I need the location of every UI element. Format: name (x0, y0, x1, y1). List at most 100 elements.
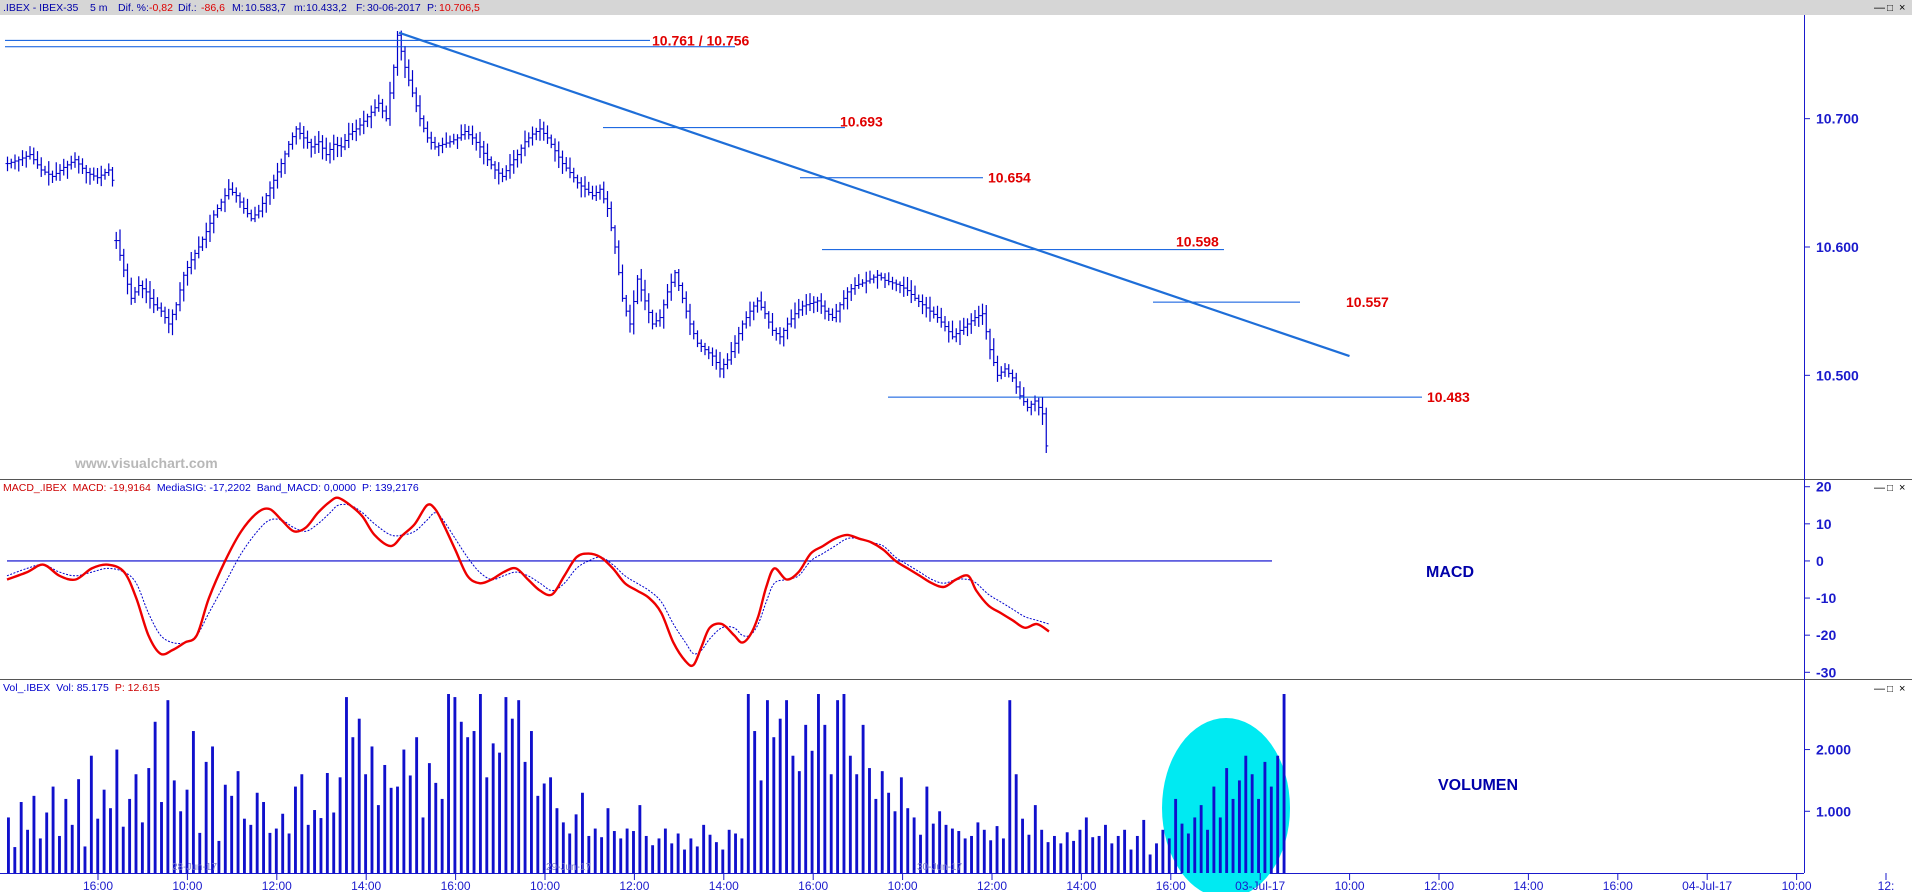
volume-bar (995, 826, 999, 873)
volume-bar (1186, 833, 1190, 873)
x-axis-label: 14:00 (351, 879, 381, 892)
x-axis-label: 10:00 (1335, 879, 1365, 892)
volume-bar (179, 811, 183, 873)
volume-bar (829, 774, 833, 873)
volume-bar (574, 814, 578, 873)
volume-bar (517, 700, 521, 873)
price-window-buttons: — □ × (1874, 2, 1905, 14)
volume-bar (976, 822, 980, 873)
volume-bar (96, 818, 100, 873)
volume-bar (1142, 819, 1146, 873)
header-low-label: m: (294, 2, 306, 14)
volume-bar (121, 826, 125, 873)
header-date: 30-06-2017 (367, 2, 421, 14)
volume-bar (1199, 805, 1203, 873)
volume-bar (453, 697, 457, 873)
volume-bar (899, 777, 903, 873)
macd-legend: MACD_.IBEX MACD: -19,9164 MediaSIG: -17,22… (3, 482, 419, 494)
volume-bar (523, 761, 527, 873)
volume-bar (555, 808, 559, 873)
x-axis-label: 12:00 (977, 879, 1007, 892)
date-marker: 30-Jun-17 (917, 862, 962, 873)
volume-bar (670, 843, 674, 873)
minimize-icon[interactable]: — (1874, 482, 1885, 494)
volume-bar (600, 837, 604, 873)
volume-bar (727, 829, 731, 873)
volume-bar (427, 763, 431, 873)
volume-bar (581, 792, 584, 873)
volume-bar (472, 731, 476, 873)
volume-bar (1021, 818, 1024, 873)
volume-bar (204, 761, 208, 873)
volume-bar (459, 721, 463, 873)
volume-bar (721, 849, 725, 873)
volume-bar (957, 831, 961, 873)
volume-bar (1053, 835, 1056, 873)
legend-item: MACD_.IBEX (3, 482, 67, 494)
volume-bar (874, 798, 878, 873)
volume-bar (1040, 829, 1044, 873)
volume-bar (504, 697, 508, 873)
y-axis-label: 1.000 (1816, 803, 1851, 819)
header-price: 10.706,5 (439, 2, 480, 14)
x-axis-label: 10:00 (1782, 879, 1812, 892)
axes: 16:00 10:00 12:00 14:00 16:00 10:00 12:00 14:00… (83, 862, 1894, 892)
close-icon[interactable]: × (1899, 482, 1905, 494)
x-axis-label: 14:00 (1066, 879, 1096, 892)
minimize-icon[interactable]: — (1874, 683, 1885, 695)
maximize-icon[interactable]: □ (1887, 3, 1893, 14)
x-axis-label: 16:00 (1156, 879, 1186, 892)
y-axis-label: 10.700 (1816, 111, 1859, 127)
volume-bar (1167, 838, 1171, 873)
close-icon[interactable]: × (1899, 683, 1905, 695)
volume-bar (970, 835, 973, 873)
volume-bar (619, 838, 623, 873)
volume-bar (1001, 838, 1005, 873)
volume-bar (128, 798, 132, 873)
volume-bar (364, 774, 368, 873)
volume-bar (1148, 854, 1152, 873)
y-axis-label: -10 (1816, 590, 1836, 606)
volume-bar (1072, 840, 1076, 873)
volume-bar (434, 782, 438, 873)
volume-bar (447, 694, 450, 873)
volume-panel: 1.000 2.000 (7, 694, 1851, 892)
volume-bar (1084, 817, 1088, 873)
volume-bar (396, 786, 399, 873)
volume-bar (644, 835, 648, 873)
minimize-icon[interactable]: — (1874, 2, 1885, 14)
macd-panel: 20 10 0 -10 -20 -30 (6, 479, 1836, 680)
volume-bar (1244, 755, 1248, 873)
volume-bar (925, 786, 929, 873)
volume-bar (1116, 835, 1120, 873)
volume-bar (1276, 755, 1280, 873)
y-axis-label: 10 (1816, 516, 1832, 532)
volume-bar (140, 822, 144, 873)
volume-bar (153, 721, 157, 873)
volume-bar (1129, 849, 1133, 873)
header-date-label: F: (356, 2, 365, 14)
volume-bar (1104, 824, 1107, 873)
legend-item: MediaSIG: -17,2202 (157, 482, 251, 494)
maximize-icon[interactable]: □ (1887, 483, 1893, 494)
trendline (398, 31, 1350, 358)
y-axis-label: 2.000 (1816, 742, 1851, 758)
header-dif-pct-label: Dif. %: (118, 2, 149, 14)
maximize-icon[interactable]: □ (1887, 684, 1893, 695)
volume-bar (1059, 843, 1063, 873)
volume-bar (491, 743, 495, 873)
level-label: 10.654 (988, 170, 1031, 186)
volume-bar (89, 755, 93, 873)
close-icon[interactable]: × (1899, 2, 1905, 14)
volume-bar (1033, 805, 1037, 873)
volume-bar (351, 737, 355, 873)
volume-bar (931, 823, 935, 873)
volume-bar (785, 700, 788, 873)
volume-bar (223, 784, 227, 873)
macd-panel-title: MACD (1426, 564, 1474, 581)
volume-bar (963, 838, 967, 873)
volume-bar (848, 755, 852, 873)
volume-bar (734, 833, 737, 873)
y-axis-label: 0 (1816, 553, 1824, 569)
volume-bar (338, 777, 342, 873)
